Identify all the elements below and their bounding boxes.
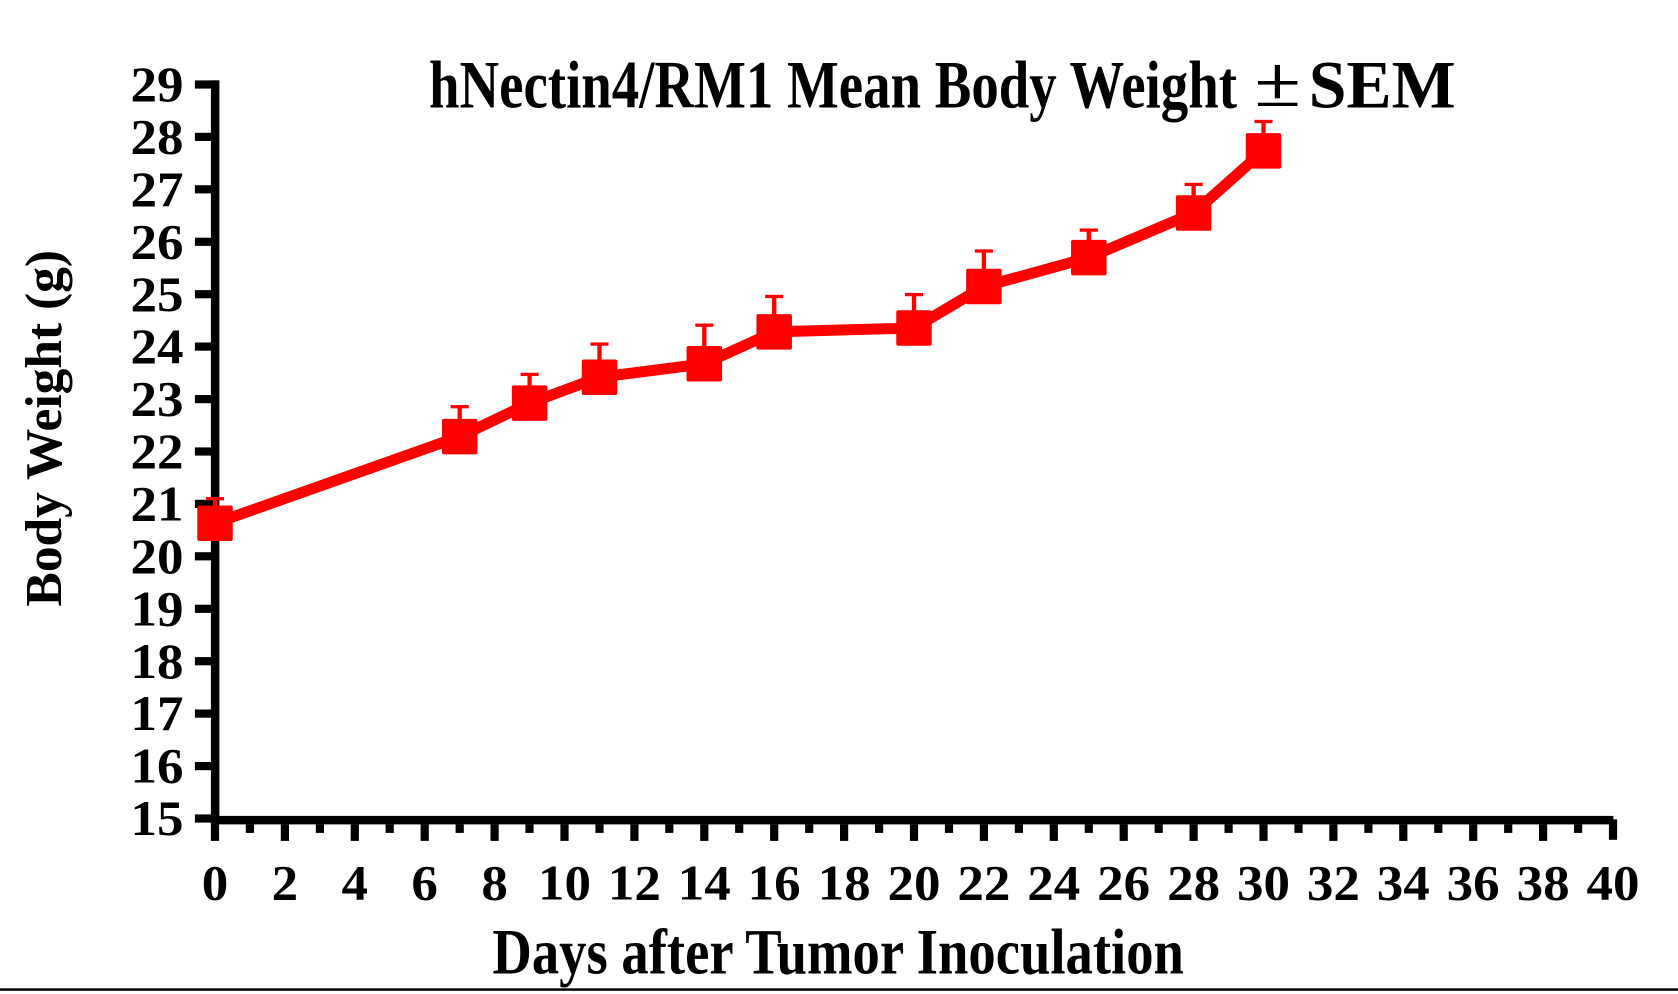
svg-text:15: 15 <box>131 790 184 846</box>
svg-text:23: 23 <box>131 371 184 427</box>
svg-text:20: 20 <box>888 855 941 911</box>
svg-text:19: 19 <box>131 580 184 636</box>
svg-text:28: 28 <box>131 109 184 165</box>
svg-text:4: 4 <box>342 855 369 911</box>
svg-text:SEM: SEM <box>1309 47 1456 123</box>
svg-text:10: 10 <box>538 855 591 911</box>
svg-text:0: 0 <box>202 855 229 911</box>
svg-text:20: 20 <box>131 528 184 584</box>
svg-text:24: 24 <box>131 318 184 374</box>
svg-text:22: 22 <box>131 423 184 479</box>
svg-text:40: 40 <box>1587 855 1640 911</box>
svg-text:12: 12 <box>608 855 661 911</box>
svg-text:6: 6 <box>411 855 438 911</box>
svg-text:38: 38 <box>1517 855 1570 911</box>
svg-text:Days after Tumor Inoculation: Days after Tumor Inoculation <box>492 916 1184 988</box>
svg-text:hNectin4/RM1 Mean Body Weight: hNectin4/RM1 Mean Body Weight <box>429 47 1237 123</box>
svg-text:21: 21 <box>131 476 184 532</box>
svg-text:29: 29 <box>131 56 184 112</box>
svg-text:18: 18 <box>131 633 184 689</box>
svg-text:34: 34 <box>1377 855 1430 911</box>
svg-text:16: 16 <box>748 855 801 911</box>
svg-text:28: 28 <box>1167 855 1220 911</box>
svg-text:36: 36 <box>1447 855 1500 911</box>
svg-text:25: 25 <box>131 266 184 322</box>
svg-text:17: 17 <box>131 685 184 741</box>
svg-text:Body Weight (g): Body Weight (g) <box>16 250 73 607</box>
svg-text:16: 16 <box>131 738 184 794</box>
svg-text:18: 18 <box>818 855 871 911</box>
svg-text:24: 24 <box>1027 855 1080 911</box>
svg-text:26: 26 <box>131 213 184 269</box>
svg-text:2: 2 <box>272 855 299 911</box>
svg-text:22: 22 <box>957 855 1010 911</box>
svg-text:27: 27 <box>131 161 184 217</box>
svg-text:8: 8 <box>481 855 508 911</box>
svg-text:30: 30 <box>1237 855 1290 911</box>
svg-text:26: 26 <box>1097 855 1150 911</box>
svg-text:14: 14 <box>678 855 731 911</box>
svg-text:32: 32 <box>1307 855 1360 911</box>
